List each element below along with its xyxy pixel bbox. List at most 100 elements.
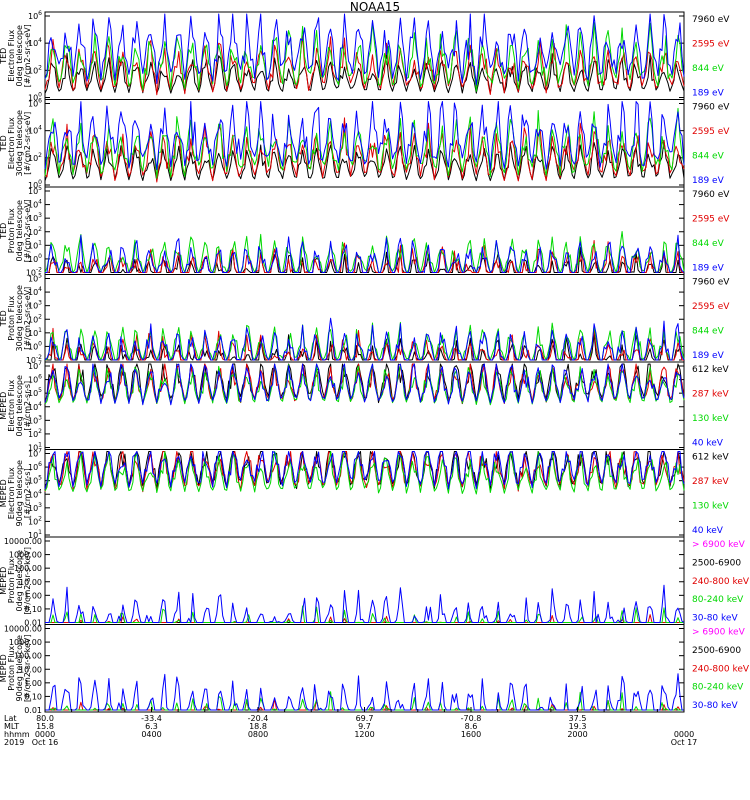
panel-frame-4	[44, 361, 685, 450]
x-label-2-1: 18.8	[249, 722, 267, 731]
y-tick-label-1-0: 100	[28, 179, 42, 190]
y-tick-label-1-1: 102	[28, 152, 42, 163]
y-axis-label-5-0: MEPED	[0, 479, 8, 507]
y-axis-label-5-3: [#/cm2-sr-s]	[23, 468, 32, 518]
series-0-0	[44, 52, 685, 94]
y-axis-label-4-2: 0deg telescope	[15, 375, 24, 436]
x-row-label-2: hhmm	[4, 730, 30, 739]
series-0-2	[44, 21, 685, 92]
y-tick-label-6-0: 0.01	[24, 619, 42, 628]
y-axis-label-4-3: [#/cm2-sr-s]	[23, 381, 32, 431]
y-axis-label-1-3: [#/cm2-sr-s-eV]	[23, 112, 32, 175]
legend-entry-1-3: 189 eV	[692, 176, 725, 186]
legend-entry-5-0: 612 keV	[692, 453, 729, 463]
y-tick-label-3-0: 10-2	[26, 354, 42, 365]
y-axis-label-0-2: 0deg telescope	[15, 25, 24, 86]
legend-entry-4-0: 612 keV	[692, 365, 729, 375]
legend-entry-1-1: 2595 eV	[692, 127, 730, 137]
legend-entry-4-2: 130 keV	[692, 414, 729, 424]
y-tick-label-5-0: 101	[28, 529, 42, 540]
y-tick-label-3-5: 104	[28, 286, 42, 297]
y-axis-label-0-3: [#/cm2-sr-s-eV]	[23, 24, 32, 87]
x-label-5-2: 2000	[567, 730, 587, 739]
y-tick-label-2-0: 10-2	[26, 267, 42, 278]
y-tick-label-5-3: 104	[28, 488, 42, 499]
x-row-label-3: 2019	[4, 738, 24, 747]
y-tick-label-6-4: 100.00	[14, 564, 42, 573]
y-axis-label-3-3: [#/cm2-sr-s-eV]	[23, 287, 32, 350]
series-7-4	[45, 673, 684, 711]
legend-entry-3-3: 189 eV	[692, 351, 725, 361]
y-tick-label-4-6: 107	[28, 360, 42, 371]
y-tick-label-0-0: 100	[28, 92, 42, 103]
legend-entry-5-2: 130 keV	[692, 502, 729, 512]
y-tick-label-7-5: 1000.00	[9, 638, 42, 647]
y-axis-label-2-1: Proton Flux	[7, 208, 16, 253]
x-label-2-0: -20.4	[248, 714, 269, 723]
x-label-3-2: 1200	[354, 730, 374, 739]
legend-entry-5-3: 40 keV	[692, 526, 724, 536]
legend-entry-2-1: 2595 eV	[692, 215, 730, 225]
y-axis-label-6-3: [#/cm2-sr-s-keV]	[23, 547, 32, 614]
y-axis-label-6-0: MEPED	[0, 567, 8, 595]
y-tick-label-5-2: 103	[28, 502, 42, 513]
y-tick-label-4-0: 101	[28, 442, 42, 453]
legend-entry-0-2: 844 eV	[692, 64, 725, 74]
x-label-0-1: 15.8	[36, 722, 54, 731]
x-row-label-0: Lat	[4, 714, 17, 723]
y-axis-label-7-1: Proton Flux	[7, 646, 16, 691]
series-2-3	[45, 234, 685, 273]
x-label-6-2: 0000	[674, 730, 694, 739]
x-label-5-1: 19.3	[569, 722, 587, 731]
y-axis-label-0-1: Electron Flux	[7, 29, 16, 81]
legend-entry-2-0: 7960 eV	[692, 190, 730, 200]
legend-entry-7-3: 80-240 keV	[692, 683, 744, 693]
legend-entry-7-0: > 6900 keV	[692, 628, 746, 638]
panel-frame-6	[44, 536, 685, 625]
y-tick-label-4-2: 103	[28, 414, 42, 425]
y-tick-label-7-0: 0.01	[24, 706, 42, 715]
legend-entry-3-0: 7960 eV	[692, 278, 730, 288]
series-1-3	[44, 101, 685, 171]
y-tick-label-7-1: 0.10	[24, 692, 42, 701]
y-axis-label-1-1: Electron Flux	[7, 117, 16, 169]
y-tick-label-7-4: 100.00	[14, 652, 42, 661]
y-axis-label-2-0: TED	[0, 223, 8, 240]
legend-entry-6-0: > 6900 keV	[692, 540, 746, 550]
y-tick-label-1-2: 104	[28, 125, 42, 136]
y-tick-label-4-3: 104	[28, 401, 42, 412]
x-label-3-1: 9.7	[358, 722, 371, 731]
y-axis-label-6-2: 0deg telescope	[15, 550, 24, 611]
series-6-4	[45, 584, 685, 623]
x-label-2-2: 0800	[248, 730, 268, 739]
legend-entry-2-2: 844 eV	[692, 239, 725, 249]
panel-frame-7	[44, 624, 685, 713]
y-axis-label-1-2: 30deg telescope	[15, 110, 24, 177]
legend-entry-1-0: 7960 eV	[692, 103, 730, 113]
y-tick-label-2-2: 101	[28, 239, 42, 250]
y-axis-label-6-1: Proton Flux	[7, 558, 16, 603]
figure-title: NOAA15	[349, 0, 401, 14]
x-label-0-2: 0000	[35, 730, 55, 739]
y-tick-label-3-1: 100	[28, 340, 42, 351]
y-tick-label-6-3: 10.00	[19, 578, 42, 587]
y-tick-label-4-1: 102	[28, 428, 42, 439]
x-row-label-1: MLT	[4, 722, 19, 731]
legend-entry-6-2: 240-800 keV	[692, 577, 750, 587]
series-3-3	[44, 317, 685, 361]
y-tick-label-3-3: 102	[28, 313, 42, 324]
x-label-1-1: 6.3	[145, 722, 158, 731]
y-tick-label-3-2: 101	[28, 327, 42, 338]
y-axis-label-1-0: TED	[0, 135, 8, 152]
y-axis-label-7-0: MEPED	[0, 654, 8, 682]
y-axis-label-2-2: 0deg telescope	[15, 200, 24, 261]
y-axis-label-7-2: 90deg telescope	[15, 635, 24, 702]
legend-entry-4-1: 287 keV	[692, 390, 729, 400]
legend-entry-6-4: 30-80 keV	[692, 614, 738, 624]
y-tick-label-7-2: 1.00	[24, 679, 42, 688]
legend-entry-5-1: 287 keV	[692, 477, 729, 487]
y-tick-label-7-3: 10.00	[19, 665, 42, 674]
x-label-6-3: Oct 17	[671, 738, 698, 747]
